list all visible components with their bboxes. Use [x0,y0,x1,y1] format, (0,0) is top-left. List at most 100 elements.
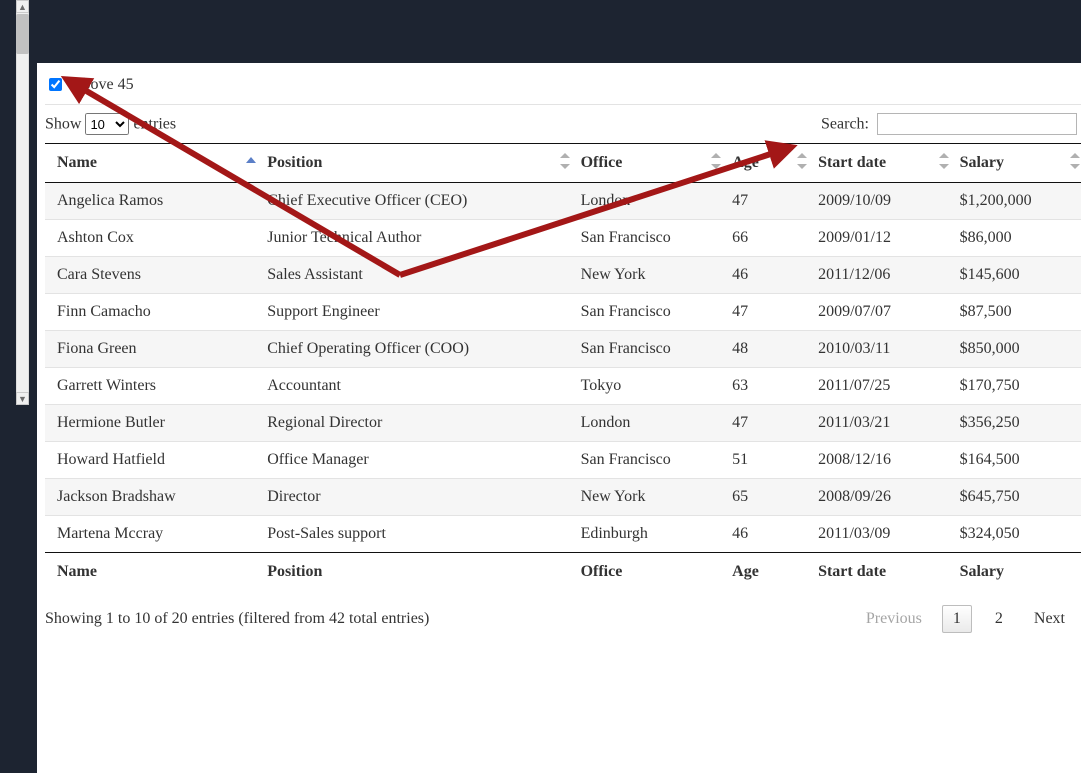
cell-off: London [571,405,723,442]
cell-pos: Regional Director [257,405,570,442]
column-header-off[interactable]: Office [571,144,723,183]
cell-sal: $86,000 [950,220,1081,257]
column-header-date[interactable]: Start date [808,144,950,183]
cell-name: Martena Mccray [45,516,257,553]
cell-off: San Francisco [571,220,723,257]
column-header-age[interactable]: Age [722,144,808,183]
cell-age: 66 [722,220,808,257]
pager-prev: Previous [858,605,930,633]
data-table-footer-row: NamePositionOfficeAgeStart dateSalary [45,553,1081,592]
cell-name: Angelica Ramos [45,183,257,220]
cell-off: Tokyo [571,368,723,405]
filter-label[interactable]: Above 45 [71,76,134,94]
column-footer-pos: Position [257,553,570,592]
cell-date: 2011/07/25 [808,368,950,405]
column-footer-sal: Salary [950,553,1081,592]
column-footer-off: Office [571,553,723,592]
cell-date: 2009/10/09 [808,183,950,220]
cell-name: Finn Camacho [45,294,257,331]
column-header-pos[interactable]: Position [257,144,570,183]
table-row[interactable]: Martena MccrayPost-Sales supportEdinburg… [45,516,1081,553]
cell-off: San Francisco [571,442,723,479]
cell-pos: Director [257,479,570,516]
cell-name: Ashton Cox [45,220,257,257]
length-suffix: entries [133,116,176,133]
cell-off: New York [571,257,723,294]
cell-date: 2011/03/21 [808,405,950,442]
table-row[interactable]: Finn CamachoSupport EngineerSan Francisc… [45,294,1081,331]
table-row[interactable]: Cara StevensSales AssistantNew York46201… [45,257,1081,294]
cell-age: 46 [722,516,808,553]
column-header-sal[interactable]: Salary [950,144,1081,183]
cell-age: 47 [722,294,808,331]
cell-sal: $1,200,000 [950,183,1081,220]
cell-age: 63 [722,368,808,405]
content-panel: Above 45 Show 102550100 entries Search: … [37,63,1081,773]
cell-date: 2009/01/12 [808,220,950,257]
pager-page-1[interactable]: 1 [942,605,972,633]
column-footer-age: Age [722,553,808,592]
cell-age: 51 [722,442,808,479]
cell-off: London [571,183,723,220]
table-row[interactable]: Fiona GreenChief Operating Officer (COO)… [45,331,1081,368]
cell-name: Garrett Winters [45,368,257,405]
data-table-header-row: NamePositionOfficeAgeStart dateSalary [45,144,1081,183]
table-row[interactable]: Angelica RamosChief Executive Officer (C… [45,183,1081,220]
table-controls: Show 102550100 entries Search: [45,113,1081,143]
cell-age: 48 [722,331,808,368]
cell-age: 47 [722,183,808,220]
filter-checkbox-above45[interactable] [49,78,62,91]
cell-off: San Francisco [571,294,723,331]
filter-row: Above 45 [45,71,1081,100]
cell-name: Hermione Butler [45,405,257,442]
cell-age: 47 [722,405,808,442]
cell-name: Cara Stevens [45,257,257,294]
table-row[interactable]: Jackson BradshawDirectorNew York652008/0… [45,479,1081,516]
search-label: Search: [821,116,869,133]
cell-pos: Office Manager [257,442,570,479]
search-input[interactable] [877,113,1077,135]
cell-pos: Accountant [257,368,570,405]
table-row[interactable]: Garrett WintersAccountantTokyo632011/07/… [45,368,1081,405]
table-row[interactable]: Ashton CoxJunior Technical AuthorSan Fra… [45,220,1081,257]
cell-date: 2008/12/16 [808,442,950,479]
cell-off: San Francisco [571,331,723,368]
cell-sal: $164,500 [950,442,1081,479]
cell-name: Jackson Bradshaw [45,479,257,516]
pager-next[interactable]: Next [1026,605,1073,633]
cell-pos: Chief Executive Officer (CEO) [257,183,570,220]
cell-age: 65 [722,479,808,516]
pager: Previous 12 Next [858,605,1073,633]
column-footer-date: Start date [808,553,950,592]
cell-date: 2009/07/07 [808,294,950,331]
length-control: Show 102550100 entries [45,113,176,135]
cell-pos: Support Engineer [257,294,570,331]
scrollbar-thumb[interactable] [16,14,29,54]
length-prefix: Show [45,116,81,133]
cell-age: 46 [722,257,808,294]
cell-off: New York [571,479,723,516]
cell-date: 2011/12/06 [808,257,950,294]
column-footer-name: Name [45,553,257,592]
cell-sal: $170,750 [950,368,1081,405]
table-row[interactable]: Hermione ButlerRegional DirectorLondon47… [45,405,1081,442]
column-header-name[interactable]: Name [45,144,257,183]
cell-pos: Chief Operating Officer (COO) [257,331,570,368]
cell-pos: Sales Assistant [257,257,570,294]
cell-date: 2008/09/26 [808,479,950,516]
scrollbar-track[interactable] [16,0,29,405]
length-select[interactable]: 102550100 [85,113,129,135]
cell-sal: $324,050 [950,516,1081,553]
data-table: NamePositionOfficeAgeStart dateSalary An… [45,143,1081,591]
pager-page-2[interactable]: 2 [984,605,1014,633]
scroll-up-button[interactable]: ▲ [16,0,29,13]
data-table-body: Angelica RamosChief Executive Officer (C… [45,183,1081,553]
scroll-down-button[interactable]: ▼ [16,392,29,405]
table-footer: Showing 1 to 10 of 20 entries (filtered … [45,591,1081,633]
table-row[interactable]: Howard HatfieldOffice ManagerSan Francis… [45,442,1081,479]
cell-name: Fiona Green [45,331,257,368]
cell-sal: $850,000 [950,331,1081,368]
cell-pos: Junior Technical Author [257,220,570,257]
cell-sal: $87,500 [950,294,1081,331]
cell-sal: $645,750 [950,479,1081,516]
